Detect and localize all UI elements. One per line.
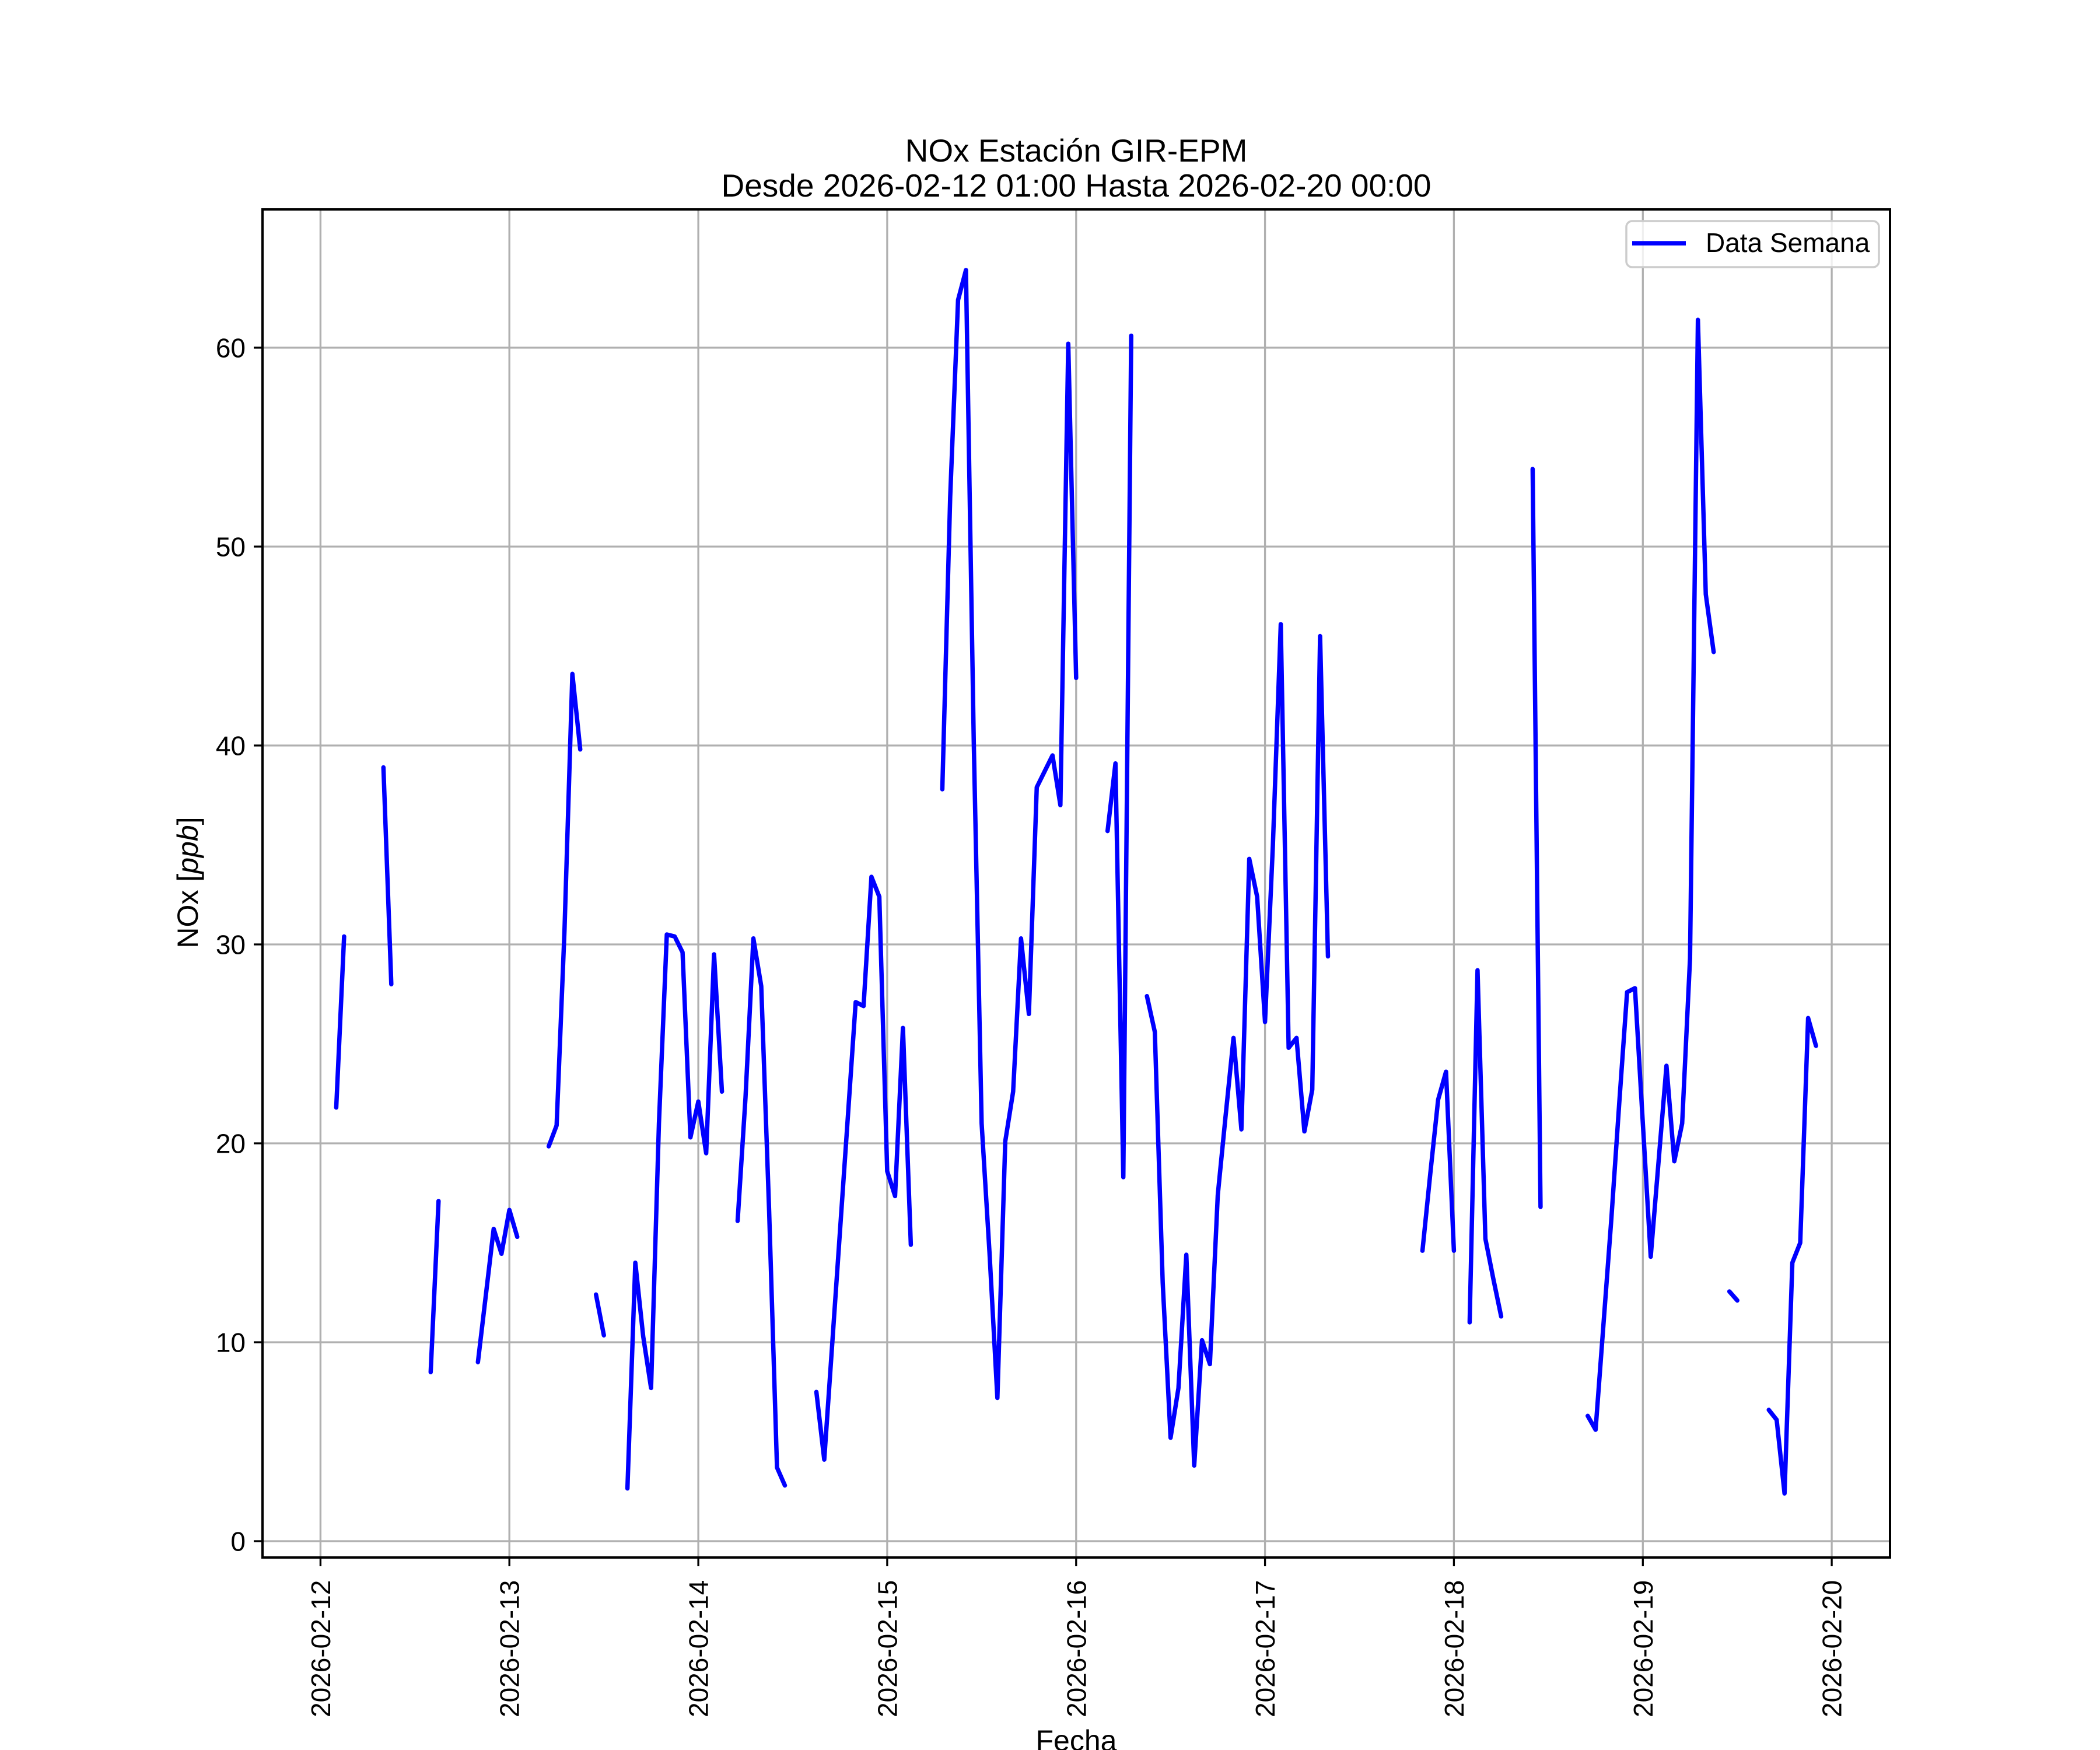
svg-text:2026-02-15: 2026-02-15 xyxy=(872,1580,902,1717)
svg-text:Desde 2026-02-12 01:00 Hasta 2: Desde 2026-02-12 01:00 Hasta 2026-02-20 … xyxy=(721,167,1431,204)
svg-text:2026-02-14: 2026-02-14 xyxy=(684,1580,714,1717)
svg-text:2026-02-18: 2026-02-18 xyxy=(1439,1580,1469,1717)
svg-text:NOx [ppb]: NOx [ppb] xyxy=(172,817,204,948)
svg-text:Data Semana: Data Semana xyxy=(1706,228,1870,258)
svg-text:2026-02-13: 2026-02-13 xyxy=(495,1580,525,1717)
svg-text:2026-02-17: 2026-02-17 xyxy=(1250,1580,1280,1717)
svg-text:20: 20 xyxy=(216,1129,246,1159)
svg-text:2026-02-12: 2026-02-12 xyxy=(306,1580,336,1717)
svg-text:60: 60 xyxy=(216,333,246,363)
svg-text:0: 0 xyxy=(230,1527,246,1557)
svg-text:Fecha: Fecha xyxy=(1036,1724,1117,1750)
svg-text:NOx Estación GIR-EPM: NOx Estación GIR-EPM xyxy=(905,132,1248,169)
svg-text:2026-02-16: 2026-02-16 xyxy=(1061,1580,1091,1717)
svg-text:2026-02-19: 2026-02-19 xyxy=(1628,1580,1658,1717)
svg-text:30: 30 xyxy=(216,930,246,960)
svg-text:40: 40 xyxy=(216,731,246,761)
svg-text:50: 50 xyxy=(216,532,246,562)
svg-text:10: 10 xyxy=(216,1328,246,1358)
svg-text:2026-02-20: 2026-02-20 xyxy=(1817,1580,1847,1717)
